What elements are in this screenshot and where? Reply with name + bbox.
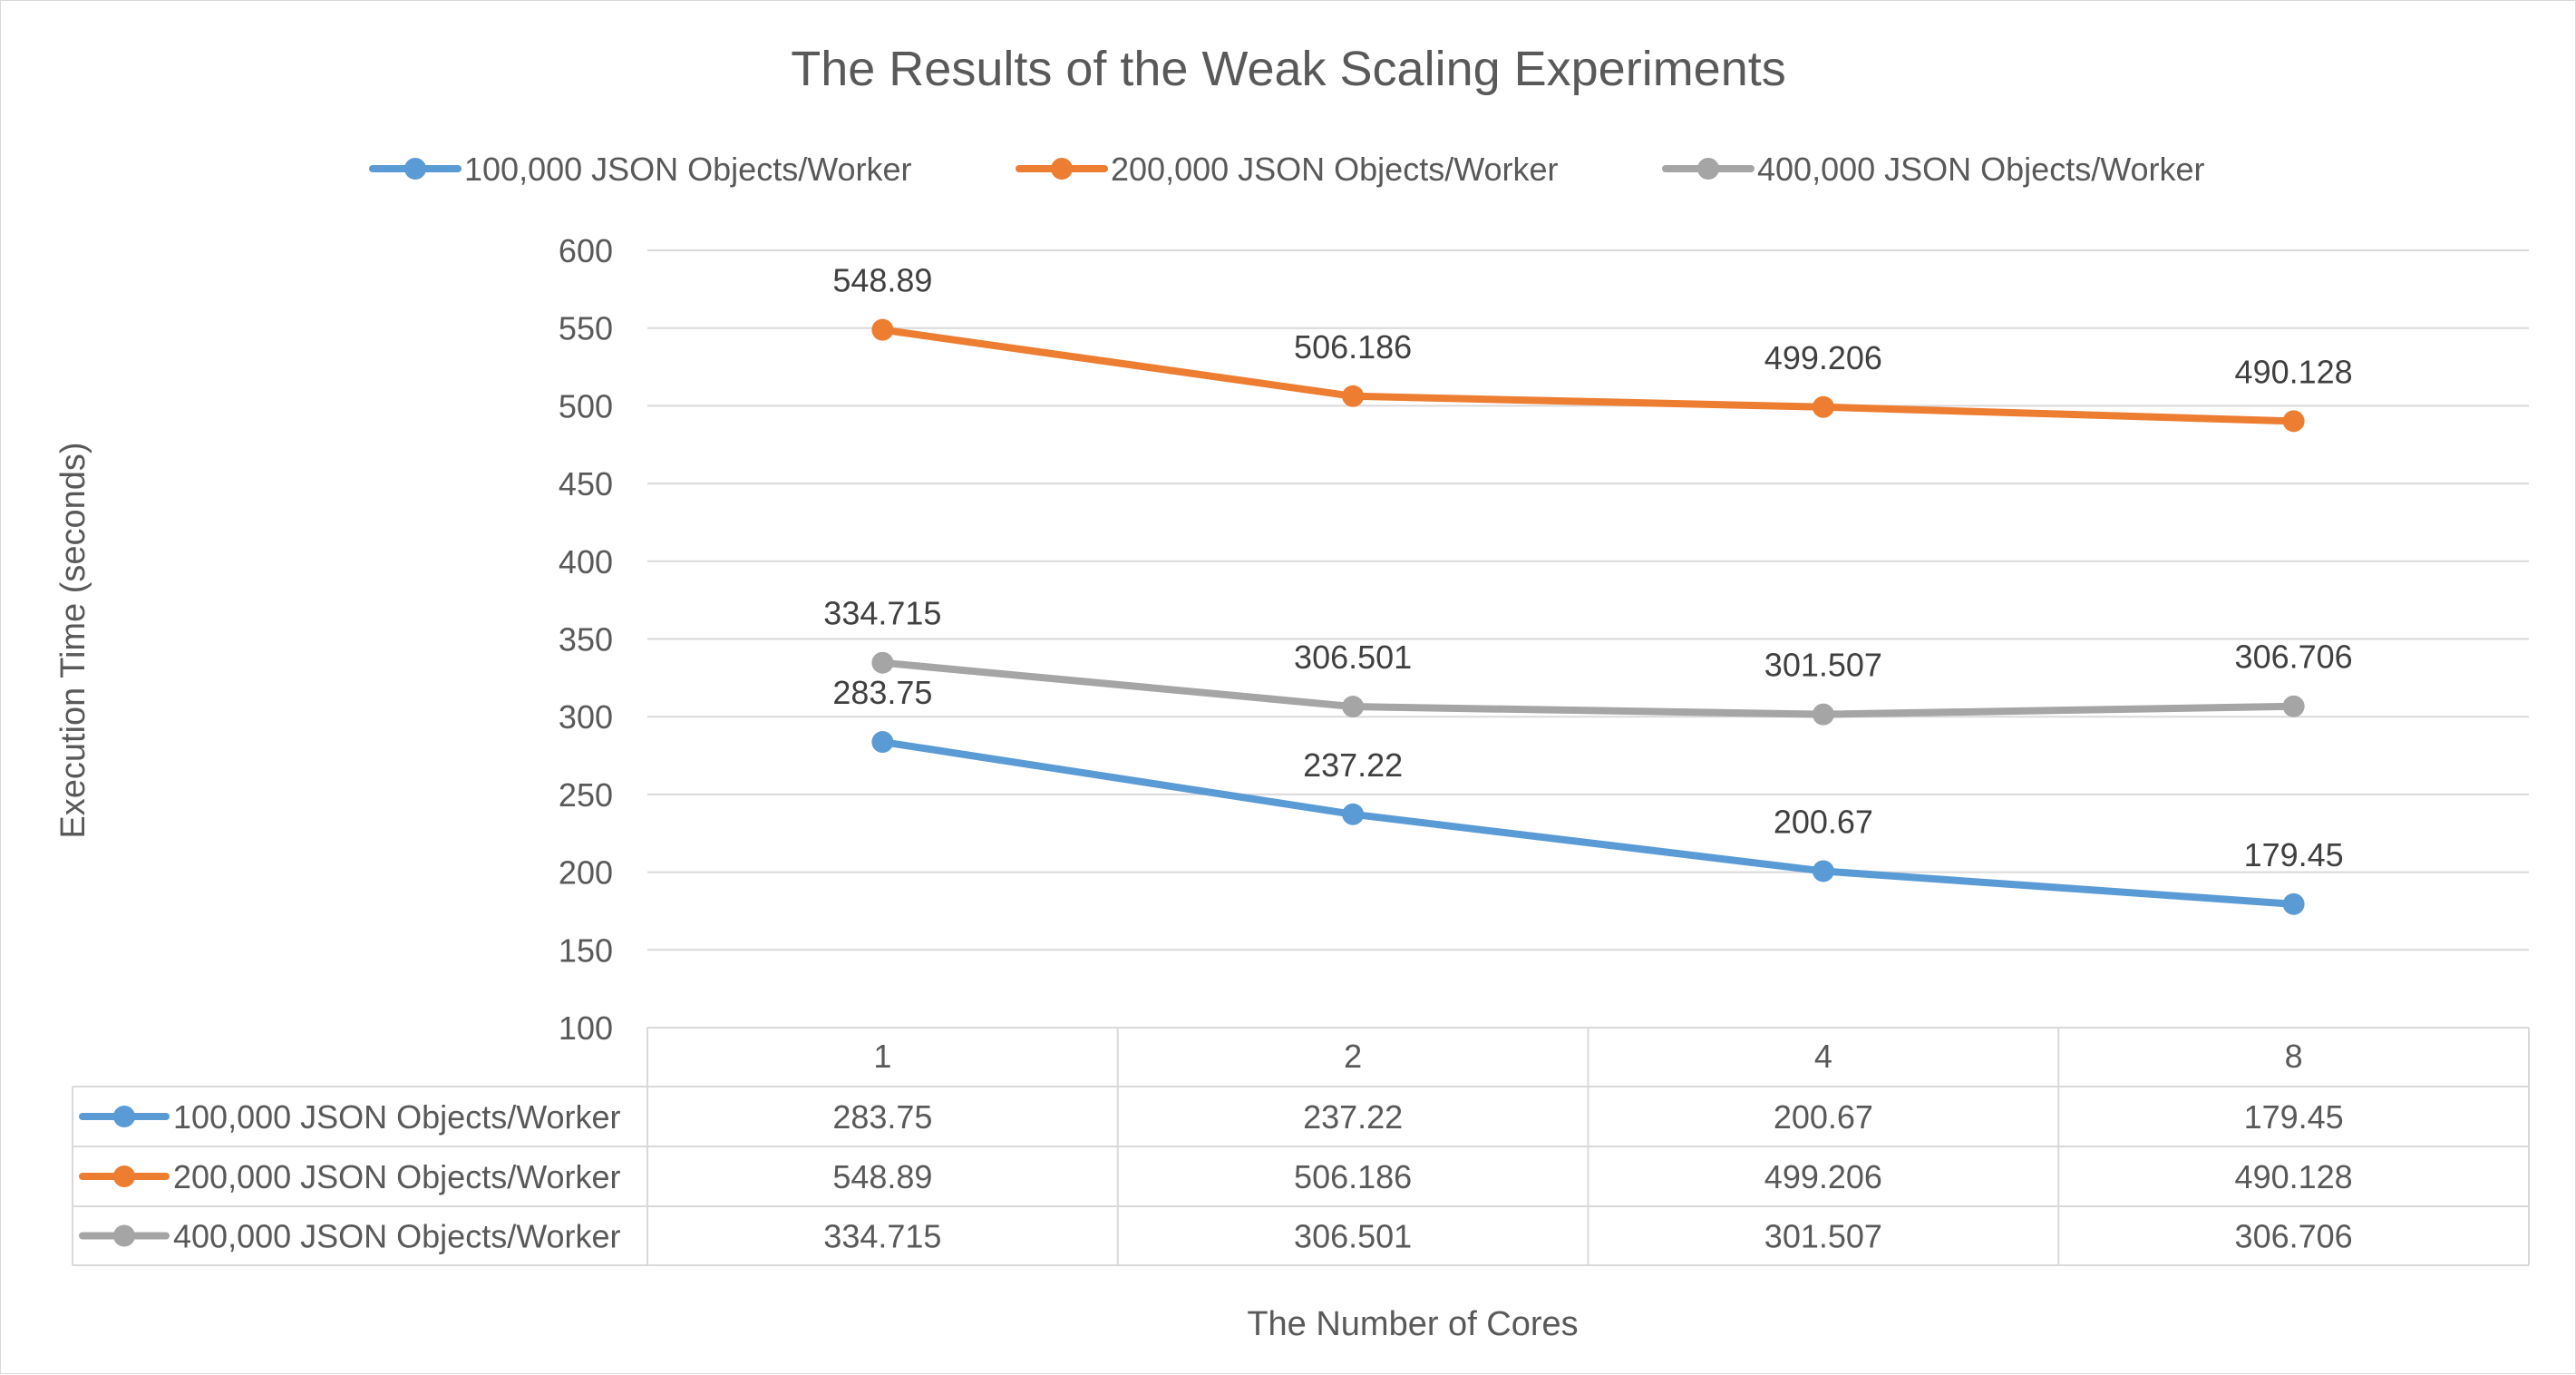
table-cell: 200.67 bbox=[1774, 1098, 1873, 1136]
y-tick-label: 100 bbox=[559, 1009, 613, 1047]
table-cell: 179.45 bbox=[2244, 1098, 2344, 1136]
table-legend-key-marker bbox=[113, 1165, 135, 1187]
data-label: 334.715 bbox=[823, 595, 941, 632]
y-axis-label: Execution Time (seconds) bbox=[54, 442, 92, 838]
table-legend-key-marker bbox=[113, 1224, 135, 1247]
data-point bbox=[1342, 385, 1365, 407]
table-series-label: 400,000 JSON Objects/Worker bbox=[173, 1218, 621, 1255]
table-cell: 301.507 bbox=[1764, 1218, 1882, 1255]
y-axis-ticks: 100 150 200 250 300 350 400 450 500 550 600 bbox=[559, 232, 613, 1047]
data-point bbox=[1812, 395, 1834, 418]
x-tick-label: 8 bbox=[2285, 1038, 2303, 1075]
x-axis-label: The Number of Cores bbox=[1247, 1305, 1578, 1343]
legend-label: 200,000 JSON Objects/Worker bbox=[1111, 151, 1559, 188]
y-tick-label: 550 bbox=[559, 310, 613, 347]
x-tick-label: 4 bbox=[1814, 1038, 1832, 1075]
data-label: 306.706 bbox=[2235, 639, 2353, 676]
series: 548.89 506.186 499.206 490.128 bbox=[832, 262, 2353, 433]
series-line bbox=[879, 738, 2298, 908]
table-cell: 334.715 bbox=[823, 1218, 941, 1255]
series-line bbox=[879, 326, 2298, 425]
data-point bbox=[871, 651, 894, 674]
y-tick-label: 300 bbox=[559, 698, 613, 736]
y-tick-label: 500 bbox=[559, 387, 613, 424]
legend-swatch-marker bbox=[404, 158, 426, 180]
table-cell: 306.501 bbox=[1294, 1218, 1412, 1255]
y-tick-label: 450 bbox=[559, 465, 613, 502]
data-point bbox=[1812, 703, 1834, 726]
chart-title: The Results of the Weak Scaling Experime… bbox=[791, 42, 1786, 96]
data-label: 301.507 bbox=[1764, 647, 1882, 684]
data-point bbox=[2282, 695, 2305, 717]
y-tick-label: 350 bbox=[559, 621, 613, 658]
legend-label: 400,000 JSON Objects/Worker bbox=[1757, 151, 2205, 188]
data-label: 548.89 bbox=[832, 262, 932, 299]
data-label: 506.186 bbox=[1294, 328, 1412, 366]
table-series-label: 100,000 JSON Objects/Worker bbox=[173, 1098, 621, 1136]
legend-item: 400,000 JSON Objects/Worker bbox=[1662, 151, 2205, 188]
legend-label: 100,000 JSON Objects/Worker bbox=[464, 151, 912, 188]
data-label: 200.67 bbox=[1774, 803, 1873, 840]
data-point bbox=[871, 731, 894, 754]
x-tick-label: 1 bbox=[873, 1038, 891, 1075]
y-tick-label: 400 bbox=[559, 543, 613, 580]
table-row: 400,000 JSON Objects/Worker 334.715 306.50… bbox=[79, 1218, 2353, 1255]
table-series-label: 200,000 JSON Objects/Worker bbox=[173, 1158, 621, 1195]
y-tick-label: 250 bbox=[559, 776, 613, 814]
table-cell: 283.75 bbox=[832, 1098, 932, 1136]
series: 334.715 306.501 301.507 306.706 bbox=[823, 595, 2353, 726]
data-point bbox=[1342, 696, 1365, 718]
data-label: 490.128 bbox=[2235, 353, 2353, 390]
legend-swatch-marker bbox=[1051, 158, 1073, 180]
table-cell: 506.186 bbox=[1294, 1158, 1412, 1195]
data-point bbox=[2282, 410, 2305, 433]
y-tick-label: 600 bbox=[559, 232, 613, 269]
data-label: 283.75 bbox=[832, 674, 932, 711]
table-row: 200,000 JSON Objects/Worker 548.89 506.186… bbox=[79, 1158, 2353, 1195]
data-point bbox=[871, 318, 894, 341]
data-label: 179.45 bbox=[2244, 836, 2344, 873]
table-cell: 490.128 bbox=[2235, 1158, 2353, 1195]
data-point bbox=[1342, 803, 1365, 825]
legend: 100,000 JSON Objects/Worker 200,000 JSON … bbox=[369, 151, 2205, 188]
legend-swatch-marker bbox=[1697, 158, 1719, 180]
table-cell: 306.706 bbox=[2235, 1218, 2353, 1255]
data-point bbox=[1812, 860, 1834, 883]
table-row: 100,000 JSON Objects/Worker 283.75 237.22 2… bbox=[79, 1098, 2344, 1136]
table-cell: 499.206 bbox=[1764, 1158, 1882, 1195]
table-cell: 548.89 bbox=[832, 1158, 932, 1195]
data-label: 306.501 bbox=[1294, 639, 1412, 676]
x-tick-label: 2 bbox=[1344, 1038, 1362, 1075]
y-tick-label: 150 bbox=[559, 931, 613, 969]
series-line bbox=[879, 658, 2298, 718]
legend-item: 100,000 JSON Objects/Worker bbox=[369, 151, 912, 188]
y-tick-label: 200 bbox=[559, 854, 613, 892]
table-cell: 237.22 bbox=[1303, 1098, 1403, 1136]
data-label: 237.22 bbox=[1303, 746, 1403, 784]
series: 283.75 237.22 200.67 179.45 bbox=[832, 674, 2344, 915]
legend-item: 200,000 JSON Objects/Worker bbox=[1016, 151, 1559, 188]
data-point bbox=[2282, 892, 2305, 915]
series-group: 283.75 237.22 200.67 179.45 548.89 506.186 499… bbox=[823, 262, 2353, 915]
data-label: 499.206 bbox=[1764, 339, 1882, 376]
gridlines bbox=[647, 249, 2529, 951]
table-legend-key-marker bbox=[113, 1106, 135, 1127]
data-table: 1 2 4 8 100,000 JSON Objects/Worker 283.75 237… bbox=[72, 1027, 2530, 1266]
